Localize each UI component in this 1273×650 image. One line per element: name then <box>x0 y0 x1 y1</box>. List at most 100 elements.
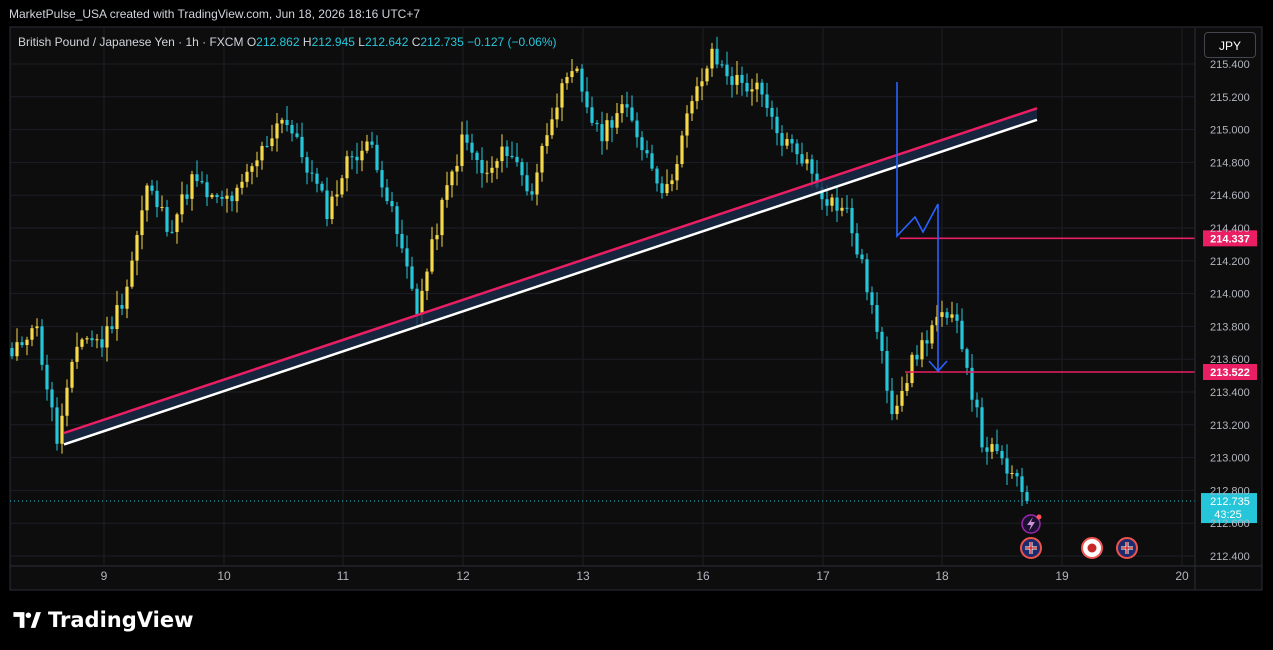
candle-body <box>55 407 59 444</box>
candle-body <box>660 183 664 194</box>
candle-body <box>170 231 174 233</box>
candle-body <box>445 185 449 200</box>
low-value: 212.642 <box>364 35 409 49</box>
candle-body <box>805 159 809 164</box>
y-tick-label: 214.200 <box>1210 256 1250 268</box>
x-tick-label: 17 <box>816 569 830 583</box>
candle-body <box>525 175 529 192</box>
candle-body <box>15 342 19 357</box>
candle-body <box>210 194 214 198</box>
candle-body <box>700 81 704 87</box>
candle-body <box>385 187 389 202</box>
candle-body <box>1015 473 1019 477</box>
candle-body <box>935 316 939 326</box>
candle-body <box>40 326 44 365</box>
currency-button[interactable]: JPY <box>1204 32 1256 58</box>
x-tick-label: 18 <box>935 569 949 583</box>
candle-body <box>90 338 94 341</box>
candle-body <box>975 399 979 408</box>
candle-body <box>610 120 614 128</box>
candle-body <box>180 194 184 215</box>
candle-body <box>890 390 894 415</box>
trendline-upper[interactable] <box>63 107 1038 435</box>
candle-body <box>775 116 779 134</box>
x-tick-label: 10 <box>217 569 231 583</box>
candle-body <box>740 74 744 83</box>
candle-body <box>555 107 559 120</box>
y-tick-label: 214.800 <box>1210 157 1250 169</box>
last-price-badge[interactable] <box>1201 493 1257 524</box>
candle-body <box>830 197 834 206</box>
candle-body <box>485 172 489 174</box>
candle-body <box>915 354 919 360</box>
chart-panel <box>9 26 1263 591</box>
candle-body <box>305 157 309 173</box>
candle-body <box>230 195 234 202</box>
uk-flag-icon-2[interactable] <box>1116 537 1138 559</box>
candle-body <box>360 150 364 161</box>
candle-body <box>155 190 159 208</box>
projection-arrows[interactable] <box>896 82 948 373</box>
candle-body <box>195 174 199 182</box>
candle-body <box>925 340 929 344</box>
countdown-text: 43:25 <box>1214 509 1242 521</box>
candle-body <box>70 361 74 388</box>
candle-body <box>420 290 424 315</box>
candle-body <box>105 326 109 348</box>
candle-body <box>425 271 429 291</box>
candle-body <box>785 139 789 146</box>
candle-body <box>85 338 89 340</box>
candle-body <box>455 165 459 172</box>
candle-body <box>755 82 759 90</box>
candle-body <box>880 331 884 352</box>
candle-body <box>315 173 319 184</box>
candle-body <box>990 444 994 452</box>
y-tick-label: 215.200 <box>1210 92 1250 104</box>
candle-body <box>475 152 479 161</box>
x-tick-label: 13 <box>576 569 590 583</box>
projection-path[interactable] <box>896 82 939 370</box>
tradingview-logo[interactable]: TradingView <box>10 608 193 632</box>
candle-body <box>250 166 254 172</box>
candle-body <box>900 390 904 406</box>
candle-body <box>1025 492 1029 502</box>
trendline-channel[interactable] <box>63 107 1038 446</box>
trendline-lower[interactable] <box>63 118 1038 446</box>
candle-body <box>300 136 304 158</box>
candle-body <box>520 162 524 176</box>
candle-body <box>865 259 869 293</box>
candle-body <box>260 145 264 161</box>
candle-body <box>45 364 49 390</box>
candle-body <box>500 146 504 162</box>
tradingview-logo-icon <box>13 612 41 628</box>
candle-body <box>600 124 604 142</box>
y-tick-label: 213.400 <box>1210 387 1250 399</box>
candle-body <box>235 187 239 202</box>
event-markers[interactable] <box>1020 514 1138 559</box>
open-label: O <box>246 35 257 49</box>
y-tick-label: 214.000 <box>1210 289 1250 301</box>
candle-body <box>190 174 194 199</box>
y-tick-label: 212.800 <box>1210 485 1250 497</box>
candle-body <box>580 68 584 92</box>
x-tick-label: 11 <box>337 569 350 583</box>
candle-body <box>465 134 469 143</box>
candle-body <box>620 104 624 114</box>
candle-body <box>405 248 409 267</box>
x-tick-label: 16 <box>696 569 710 583</box>
candle-body <box>285 119 289 126</box>
candle-body <box>960 320 964 350</box>
candle-body <box>225 195 229 199</box>
uk-flag-icon[interactable] <box>1020 537 1042 559</box>
candle-body <box>50 389 54 408</box>
candle-body <box>705 68 709 82</box>
candle-body <box>965 349 969 368</box>
japan-flag-icon[interactable] <box>1081 537 1103 559</box>
candle-body <box>25 339 29 346</box>
candle-body <box>770 107 774 117</box>
candle-body <box>320 183 324 191</box>
candle-body <box>345 156 349 179</box>
candle-body <box>860 254 864 260</box>
